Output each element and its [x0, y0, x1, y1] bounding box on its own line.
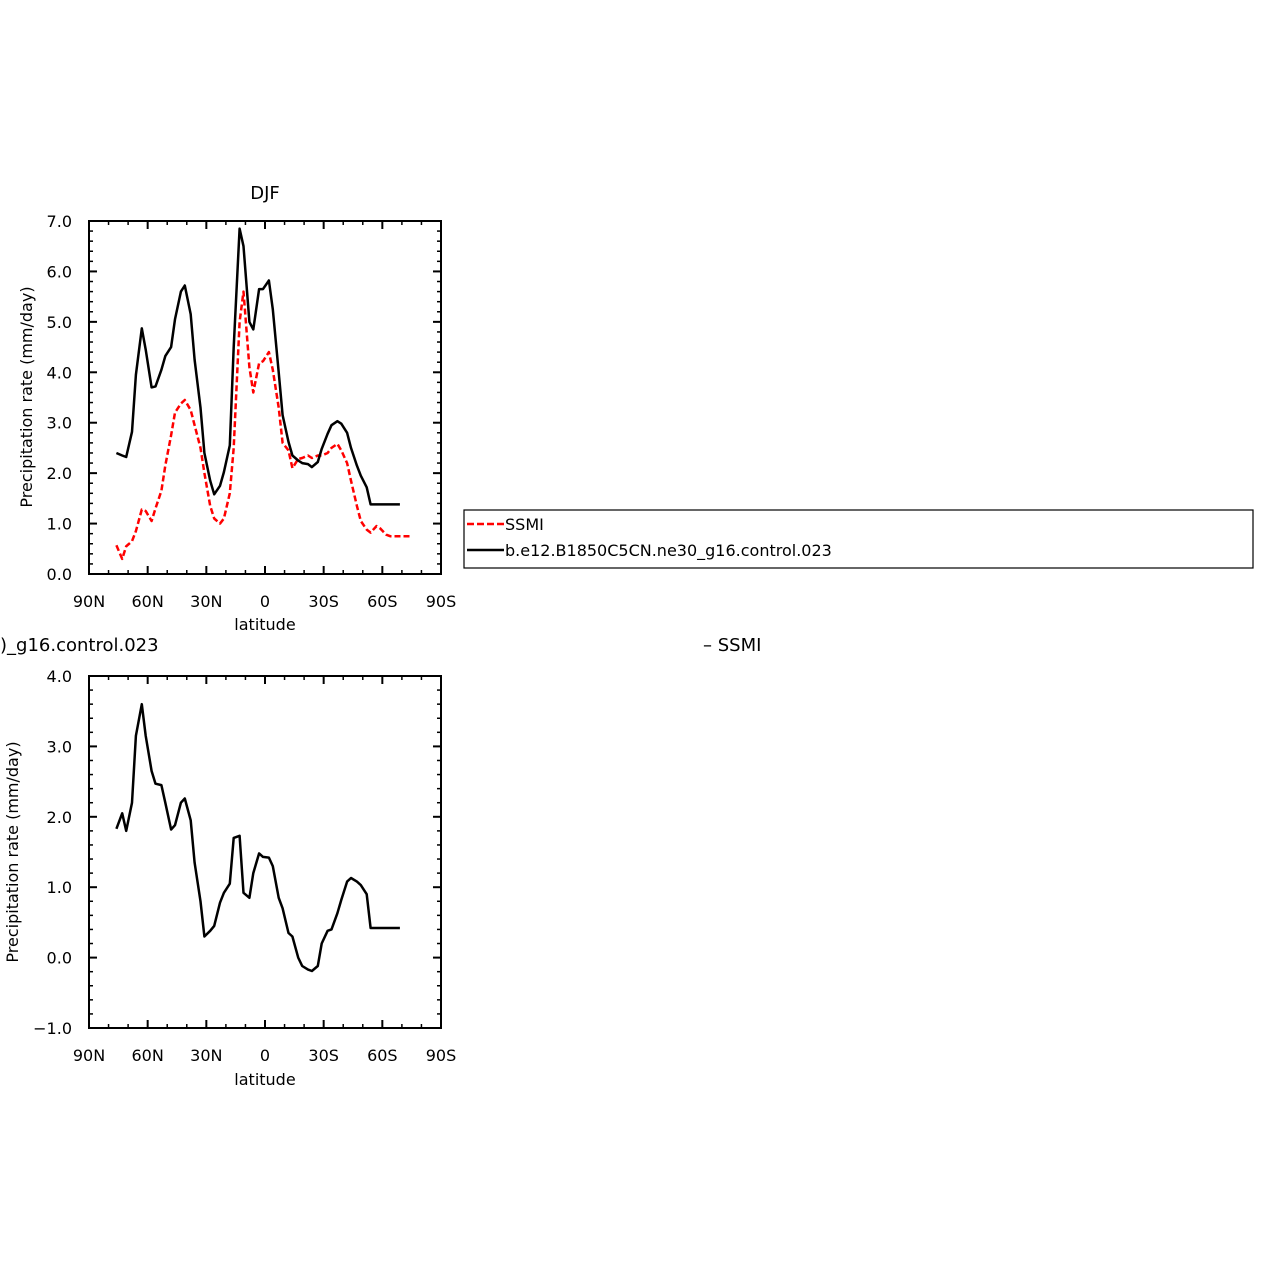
x-tick-label: 0 — [260, 592, 270, 611]
x-tick-labels: 90N 60N 30N 0 30S 60S 90S — [73, 1046, 456, 1065]
legend-entry-ssmi: SSMI — [505, 515, 544, 534]
x-tick-labels: 90N 60N 30N 0 30S 60S 90S — [73, 592, 456, 611]
x-tick-label: 30N — [190, 592, 222, 611]
x-tick-label: 0 — [260, 1046, 270, 1065]
y-tick-label: 1.0 — [47, 515, 72, 534]
legend-entry-model: b.e12.B1850C5CN.ne30_g16.control.023 — [505, 541, 832, 561]
chart-djf: DJF 90N 60N 30N 0 30S 60S 90S 0.0 1.0 2.0 3.0 4.0 5… — [17, 183, 456, 634]
axis-ticks — [88, 675, 442, 1029]
chart-title: )_g16.control.023 — [0, 635, 159, 656]
series-line-b — [115, 227, 400, 506]
y-tick-label: 7.0 — [47, 212, 72, 231]
x-tick-label: 60N — [132, 1046, 164, 1065]
y-tick-label: 3.0 — [47, 737, 72, 756]
x-tick-label: 90N — [73, 592, 105, 611]
chart-title: DJF — [250, 183, 280, 204]
series-group — [115, 702, 400, 973]
x-tick-label: 90S — [426, 1046, 457, 1065]
plot-frame — [88, 675, 442, 1029]
y-tick-label: 4.0 — [47, 363, 72, 382]
x-tick-label: 30S — [308, 1046, 339, 1065]
series-line-a — [115, 702, 400, 973]
axis-ticks — [88, 220, 442, 575]
plot-frame — [88, 220, 442, 575]
x-tick-label: 90N — [73, 1046, 105, 1065]
x-tick-label: 60S — [367, 1046, 398, 1065]
y-tick-label: 2.0 — [47, 464, 72, 483]
x-tick-label: 60N — [132, 592, 164, 611]
y-tick-label: −1.0 — [33, 1019, 72, 1038]
x-tick-label: 60S — [367, 592, 398, 611]
y-tick-labels: 0.0 1.0 2.0 3.0 4.0 5.0 6.0 7.0 — [47, 212, 72, 584]
y-tick-label: 0.0 — [47, 565, 72, 584]
y-axis-label: Precipitation rate (mm/day) — [3, 741, 22, 962]
x-axis-label: latitude — [234, 615, 295, 634]
y-tick-label: 3.0 — [47, 414, 72, 433]
x-tick-label: 90S — [426, 592, 457, 611]
y-tick-label: 5.0 — [47, 313, 72, 332]
legend-box — [463, 509, 1254, 569]
y-tick-labels: −1.0 0.0 1.0 2.0 3.0 4.0 — [33, 667, 72, 1038]
y-tick-label: 2.0 — [47, 808, 72, 827]
y-tick-label: 4.0 — [47, 667, 72, 686]
y-tick-label: 6.0 — [47, 262, 72, 281]
series-group — [115, 227, 410, 561]
y-tick-label: 1.0 — [47, 878, 72, 897]
legend: SSMI b.e12.B1850C5CN.ne30_g16.control.02… — [463, 509, 1254, 569]
chart-difference: )_g16.control.023 – SSMI 90N 60N 30N 0 30S 60… — [0, 635, 761, 1089]
x-tick-label: 30N — [190, 1046, 222, 1065]
series-line-a — [115, 290, 410, 561]
y-tick-label: 0.0 — [47, 949, 72, 968]
x-tick-label: 30S — [308, 592, 339, 611]
y-axis-label: Precipitation rate (mm/day) — [17, 286, 36, 507]
chart-title-right: – SSMI — [703, 635, 761, 656]
x-axis-label: latitude — [234, 1070, 295, 1089]
